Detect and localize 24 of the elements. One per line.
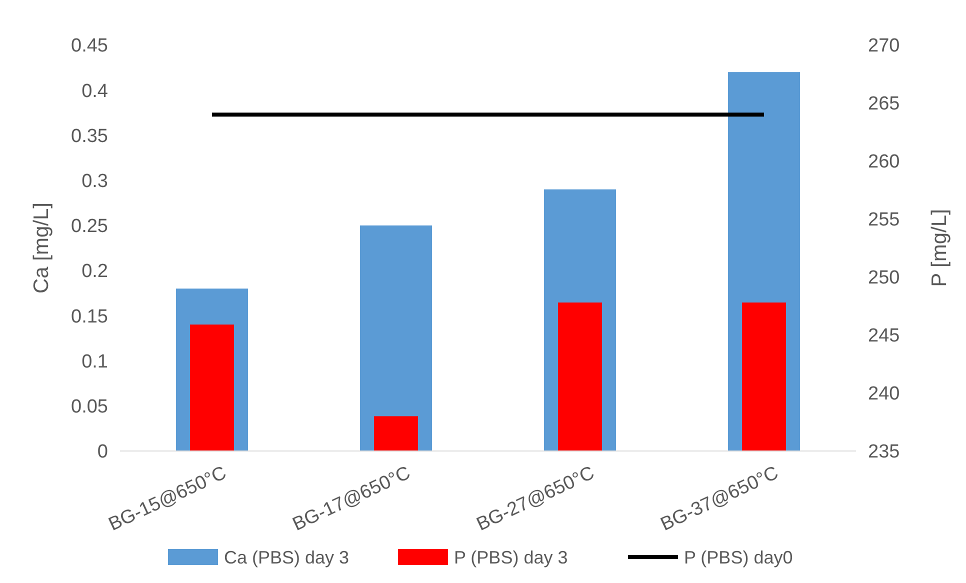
y-tick-label: 0.2 xyxy=(82,261,108,282)
y-axis-title: Ca [mg/L] xyxy=(30,202,53,294)
y-tick-label: 0.3 xyxy=(82,170,108,192)
y2-tick-label: 240 xyxy=(868,384,900,405)
y2-tick-label: 260 xyxy=(868,152,900,173)
legend-label: Ca (PBS) day 3 xyxy=(224,547,350,568)
y-tick-label: 0.45 xyxy=(71,36,108,57)
y-tick-label: 0.35 xyxy=(71,126,108,147)
y2-tick-label: 265 xyxy=(868,94,900,115)
y2-tick-label: 250 xyxy=(868,268,900,289)
y-tick-label: 0 xyxy=(97,442,108,463)
legend-label: P (PBS) day 3 xyxy=(454,547,568,568)
y2-tick-label: 235 xyxy=(868,442,900,463)
legend-label: P (PBS) day0 xyxy=(684,547,793,568)
y-tick-label: 0.05 xyxy=(71,396,108,418)
y2-tick-label: 245 xyxy=(868,326,900,347)
y-tick-label: 0.15 xyxy=(71,306,108,328)
y2-tick-label: 255 xyxy=(868,210,900,231)
y2-axis-title: P [mg/L] xyxy=(928,209,951,287)
y-tick-label: 0.4 xyxy=(82,80,108,102)
y2-tick-label: 270 xyxy=(868,36,900,57)
bar xyxy=(360,225,432,451)
y-tick-label: 0.1 xyxy=(82,351,108,372)
y-tick-label: 0.25 xyxy=(71,216,108,238)
